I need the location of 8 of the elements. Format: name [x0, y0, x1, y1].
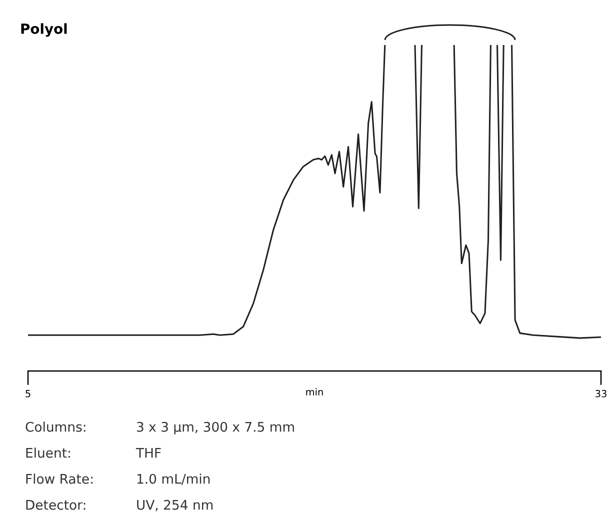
x-tick-label: 33	[596, 390, 606, 398]
text: Flow Rate: 1.0 mL/min	[26, 474, 210, 485]
x-axis-title: min	[306, 388, 323, 396]
chart-title: Polyol	[21, 23, 67, 37]
text: Eluent: THF	[26, 448, 161, 458]
text: Detector: UV, 254 nm	[26, 500, 213, 512]
x-tick-label: 5	[26, 390, 30, 398]
text: Columns: 3 x 3 µm, 300 x 7.5 mm	[26, 422, 294, 434]
